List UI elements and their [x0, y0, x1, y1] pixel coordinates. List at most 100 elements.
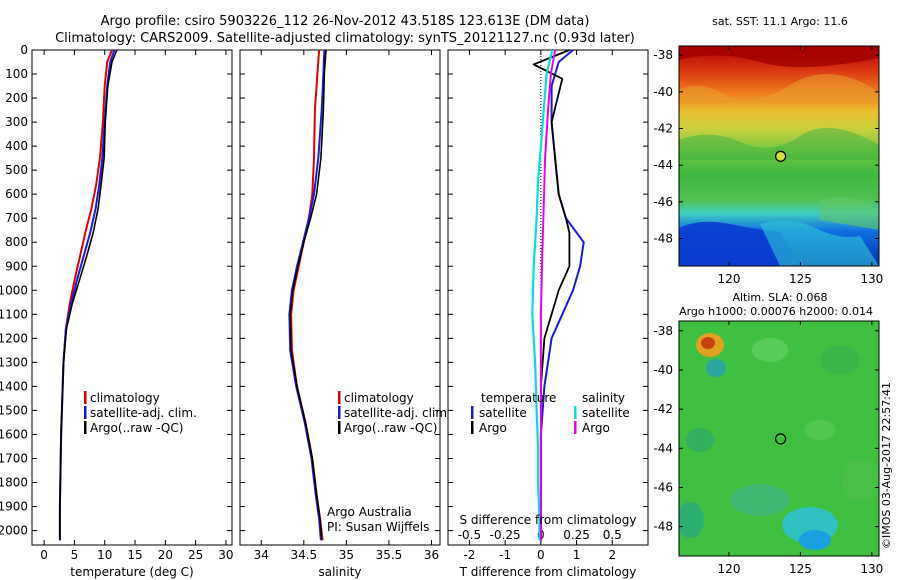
- salinity-axes-frame: [239, 49, 441, 546]
- sst-map-title: sat. SST: 11.1 Argo: 11.6: [712, 15, 848, 28]
- temperature-panel: 0100200300400500600700800900100011001200…: [0, 43, 234, 579]
- lat-tick-label: -38: [653, 324, 673, 338]
- argo-australia-note: Argo Australia: [327, 505, 412, 519]
- lat-tick-label: -48: [653, 232, 673, 246]
- argo-position-marker: [774, 150, 787, 162]
- x-tick-label: 15: [127, 548, 142, 562]
- legend-label-s-satellite: satellite: [582, 406, 630, 420]
- argo-line: [59, 49, 118, 541]
- x-tick-label: 2: [608, 548, 616, 562]
- x-tick-label: 20: [158, 548, 173, 562]
- legend-label-satellite: satellite-adj. clim.: [90, 406, 197, 420]
- x-tick-label: -2: [463, 548, 475, 562]
- s-diff-tick-label: -0.25: [490, 528, 521, 542]
- sla-map-frame: [678, 320, 880, 557]
- sst-map-frame: [678, 45, 880, 267]
- depth-tick-label: 400: [5, 139, 28, 153]
- depth-tick-label: 300: [5, 115, 28, 129]
- sla-map-panel: Altim. SLA: 0.068 Argo h1000: 0.00076 h2…: [653, 291, 883, 576]
- legend-label-argo: Argo(..raw -QC): [90, 421, 183, 435]
- s-satellite-diff-line: [531, 49, 554, 541]
- x-tick-label: 35.5: [376, 548, 403, 562]
- lat-tick-label: -44: [653, 158, 673, 172]
- difference-axes-frame: [447, 49, 649, 546]
- x-tick-label: 5: [71, 548, 79, 562]
- x-tick-label: 0: [40, 548, 48, 562]
- legend-swatch-climatology: [338, 391, 341, 404]
- x-tick-label: 1: [573, 548, 581, 562]
- legend-swatch-climatology: [84, 391, 87, 404]
- depth-tick-label: 100: [5, 67, 28, 81]
- x-tick-label: 34: [254, 548, 269, 562]
- t-difference-xlabel: T difference from climatology: [459, 565, 637, 579]
- depth-tick-label: 1700: [0, 451, 28, 465]
- x-tick-label: 34.5: [290, 548, 317, 562]
- legend-title-temperature: temperature: [481, 391, 556, 405]
- legend-swatch-argo: [338, 421, 341, 434]
- depth-tick-label: 1500: [0, 403, 28, 417]
- legend-label-t-argo: Argo: [479, 421, 507, 435]
- legend-swatch-satellite: [338, 406, 341, 419]
- depth-tick-label: 1000: [0, 283, 28, 297]
- legend-swatch-argo: [84, 421, 87, 434]
- lat-tick-label: -46: [653, 195, 673, 209]
- depth-tick-label: 600: [5, 187, 28, 201]
- depth-tick-label: 1300: [0, 355, 28, 369]
- lon-tick-label: 125: [789, 562, 812, 576]
- s-argo-diff-line: [539, 49, 557, 541]
- temperature-xlabel: temperature (deg C): [70, 565, 193, 579]
- legend-label-climatology: climatology: [344, 391, 414, 405]
- temperature-axes-frame: [31, 49, 233, 546]
- depth-tick-label: 800: [5, 235, 28, 249]
- lat-tick-label: -40: [653, 363, 673, 377]
- satellite-line: [288, 49, 326, 541]
- lon-tick-label: 130: [860, 562, 883, 576]
- x-tick-label: -1: [499, 548, 511, 562]
- side-credit: ©IMOS 03-Aug-2017 22:57:41: [880, 382, 893, 549]
- depth-tick-label: 2000: [0, 524, 28, 538]
- temperature-legend: climatology satellite-adj. clim. Argo(..…: [84, 391, 197, 435]
- legend-swatch-s-argo: [574, 421, 577, 434]
- s-diff-tick-label: 0.25: [563, 528, 590, 542]
- depth-tick-label: 500: [5, 163, 28, 177]
- lat-tick-label: -42: [653, 122, 673, 136]
- salinity-panel: 34 34.5 35 35.5 36 salinity climatology sate…: [239, 49, 451, 579]
- depth-tick-label: 0: [20, 43, 28, 57]
- lon-tick-label: 125: [789, 272, 812, 286]
- legend-title-salinity: salinity: [582, 391, 625, 405]
- depth-tick-label: 1900: [0, 500, 28, 514]
- salinity-xlabel: salinity: [318, 565, 361, 579]
- legend-swatch-t-satellite: [471, 406, 474, 419]
- lat-tick-label: -48: [653, 520, 673, 534]
- depth-tick-label: 1400: [0, 379, 28, 393]
- depth-tick-label: 200: [5, 91, 28, 105]
- x-tick-label: 30: [218, 548, 233, 562]
- depth-tick-label: 1600: [0, 427, 28, 441]
- argo-line: [289, 49, 327, 541]
- figure-title-line2: Climatology: CARS2009. Satellite-adjuste…: [55, 31, 635, 46]
- legend-swatch-t-argo: [471, 421, 474, 434]
- figure-title-line1: Argo profile: csiro 5903226_112 26-Nov-2…: [101, 14, 590, 29]
- depth-tick-label: 1200: [0, 331, 28, 345]
- lon-tick-label: 130: [860, 272, 883, 286]
- depth-tick-label: 1100: [0, 307, 28, 321]
- salinity-legend: climatology satellite-adj. clim. Argo(..…: [338, 391, 451, 435]
- legend-label-argo: Argo(..raw -QC): [344, 421, 437, 435]
- depth-tick-label: 700: [5, 211, 28, 225]
- argo-position-marker: [774, 433, 787, 445]
- legend-label-climatology: climatology: [90, 391, 160, 405]
- lat-tick-label: -46: [653, 480, 673, 494]
- sla-map-subtitle: Argo h1000: 0.00076 h2000: 0.014: [679, 305, 873, 318]
- lat-tick-label: -38: [653, 48, 673, 62]
- sst-map-panel: sat. SST: 11.1 Argo: 11.6 -38 -40 -42 -44 -4…: [653, 15, 883, 286]
- difference-panel: -2 -1 0 1 2-0.5 -0.25 0 0.25 0.5 T difference fr…: [447, 49, 649, 579]
- lat-tick-label: -42: [653, 402, 673, 416]
- x-tick-label: 0: [537, 548, 545, 562]
- t-satellite-diff-line: [539, 49, 585, 541]
- x-tick-label: 36: [424, 548, 439, 562]
- s-diff-tick-label: 0.5: [603, 528, 622, 542]
- x-tick-label: 35: [339, 548, 354, 562]
- lon-tick-label: 120: [718, 562, 741, 576]
- lat-tick-label: -44: [653, 441, 673, 455]
